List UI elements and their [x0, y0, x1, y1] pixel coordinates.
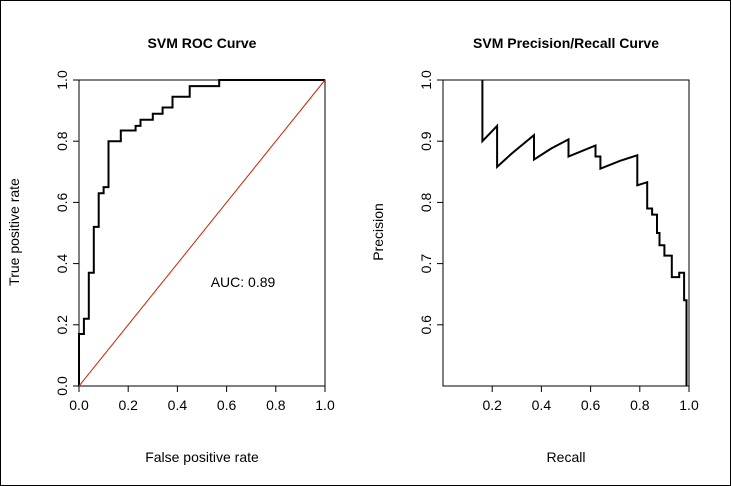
- pr-title: SVM Precision/Recall Curve: [473, 35, 659, 51]
- roc-xtick-label: 0.4: [168, 397, 188, 413]
- roc-ytick-label: 0.6: [54, 192, 70, 212]
- pr-xtick-label: 0.4: [532, 397, 552, 413]
- roc-ytick-label: 0.0: [54, 376, 70, 396]
- roc-ylabel: True positive rate: [6, 178, 22, 286]
- roc-ytick-label: 1.0: [54, 70, 70, 90]
- roc-chance-diagonal: [78, 79, 326, 387]
- roc-title: SVM ROC Curve: [148, 35, 257, 51]
- pr-xlabel: Recall: [547, 449, 586, 465]
- roc-xtick-label: 0.0: [69, 397, 89, 413]
- pr-ytick-label: 0.6: [418, 315, 434, 335]
- roc-auc-annotation: AUC: 0.89: [211, 274, 276, 290]
- pr-xtick-label: 0.6: [581, 397, 601, 413]
- pr-xtick-label: 0.8: [630, 397, 650, 413]
- roc-xtick-label: 0.2: [118, 397, 138, 413]
- roc-xtick-label: 0.6: [217, 397, 237, 413]
- pr-ytick-label: 0.7: [418, 254, 434, 274]
- pr-ytick-label: 0.9: [418, 131, 434, 151]
- pr-ytick-label: 0.8: [418, 192, 434, 212]
- roc-ytick-label: 0.8: [54, 131, 70, 151]
- pr-xtick-label: 1.0: [679, 397, 699, 413]
- pr-ytick-label: 1.0: [418, 70, 434, 90]
- pr-panel: SVM Precision/Recall Curve Recall Precis…: [370, 35, 699, 465]
- roc-xlabel: False positive rate: [145, 449, 259, 465]
- roc-ytick-label: 0.4: [54, 254, 70, 274]
- pr-xtick-label: 0.2: [482, 397, 502, 413]
- roc-curve-line: [78, 79, 325, 386]
- roc-xtick-label: 0.8: [266, 397, 286, 413]
- roc-panel: SVM ROC Curve False positive rate True p…: [6, 35, 335, 465]
- roc-plot-box: [78, 79, 326, 387]
- roc-xtick-label: 1.0: [315, 397, 335, 413]
- pr-plot-box: [442, 79, 690, 387]
- roc-ytick-label: 0.2: [54, 315, 70, 335]
- pr-ylabel: Precision: [370, 203, 386, 261]
- pr-curve-line: [481, 80, 688, 386]
